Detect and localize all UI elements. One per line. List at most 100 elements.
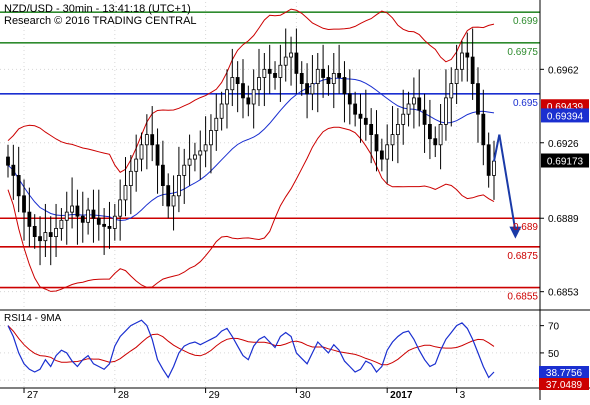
candle-body	[43, 232, 48, 242]
candle-body	[444, 97, 448, 125]
candle-body	[230, 77, 235, 91]
candle-body	[476, 83, 480, 115]
forecast-arrow-head	[509, 226, 522, 239]
candle-body	[160, 164, 165, 186]
candle-body	[262, 68, 267, 78]
candle-body	[134, 158, 139, 172]
candle-body	[128, 170, 133, 187]
price-tick-label: 0.6962	[548, 65, 579, 76]
rsi-tick-label: 50	[548, 349, 560, 360]
level-label: 0.689	[513, 222, 538, 233]
candle-body	[171, 195, 176, 207]
candle-body	[177, 174, 181, 197]
forecast-line	[493, 134, 501, 162]
candle-body	[379, 150, 384, 160]
forecast-arrow-shaft	[498, 134, 517, 231]
candle-body	[395, 124, 400, 136]
candle-body	[347, 93, 352, 105]
chart-copyright: Research © 2016 TRADING CENTRAL	[4, 15, 197, 27]
candle-body	[433, 138, 438, 146]
candle-body	[321, 68, 325, 78]
candle-body	[246, 97, 251, 105]
candle-body	[209, 130, 213, 146]
price-tick-label: 0.6853	[548, 288, 579, 299]
candle-body	[155, 144, 160, 166]
candle-body	[123, 185, 128, 201]
candle-body	[139, 144, 144, 160]
candle-body	[358, 113, 363, 119]
candle-body	[299, 73, 304, 85]
candle-body	[257, 77, 261, 91]
candle-body	[454, 68, 459, 84]
candle-body	[86, 209, 91, 223]
price-badge-label: 0.69394	[547, 111, 584, 122]
candle-body	[369, 124, 374, 136]
candle-body	[422, 109, 427, 125]
candle-body	[11, 164, 16, 176]
candle-body	[112, 215, 117, 229]
time-tick-label: 29	[209, 390, 221, 400]
candle-body	[428, 124, 432, 140]
candle-body	[219, 103, 224, 119]
candle-body	[118, 199, 123, 217]
price-badge-label: 0.69439	[547, 102, 584, 113]
candle-body	[481, 113, 486, 146]
candle-body	[310, 83, 315, 95]
candle-body	[411, 97, 416, 105]
candle-body	[278, 64, 283, 78]
level-label: 0.695	[513, 98, 538, 109]
candle-body	[390, 134, 395, 146]
candle-body	[283, 56, 288, 66]
candle-body	[449, 83, 454, 99]
rsi-title: RSI14 - 9MA	[4, 313, 62, 324]
candle-body	[438, 124, 443, 146]
candle-body	[235, 77, 240, 85]
price-badge	[541, 108, 589, 123]
candle-body	[70, 205, 74, 213]
price-badge	[541, 153, 589, 168]
candle-body	[150, 134, 155, 146]
candle-body	[273, 73, 277, 78]
candle-body	[193, 154, 197, 160]
price-tick-label: 0.6926	[548, 139, 579, 150]
candle-body	[470, 56, 475, 85]
candle-body	[251, 89, 256, 105]
candle-body	[385, 144, 390, 160]
candle-body	[22, 195, 26, 213]
candle-body	[241, 83, 245, 99]
time-tick-label: 28	[118, 390, 130, 400]
candle-body	[289, 52, 293, 58]
candle-body	[75, 205, 80, 217]
bollinger-upper	[7, 8, 495, 173]
candle-body	[27, 211, 32, 227]
candle-body	[182, 164, 187, 176]
candle-body	[59, 219, 64, 229]
candle-body	[203, 144, 208, 152]
candle-body	[166, 185, 171, 207]
level-label: 0.6875	[507, 251, 538, 262]
level-label: 0.6975	[507, 47, 538, 58]
candle-body	[465, 52, 470, 58]
rsi-badge	[539, 366, 589, 378]
candle-body	[80, 215, 85, 223]
candle-body	[305, 83, 309, 95]
candle-body	[401, 113, 406, 125]
candle-body	[102, 223, 107, 227]
time-tick-label: 27	[27, 390, 39, 400]
candle-body	[460, 52, 464, 70]
candle-body	[326, 77, 331, 85]
candle-body	[337, 73, 342, 78]
candle-body	[48, 232, 53, 238]
level-label: 0.6855	[507, 292, 538, 303]
level-label: 0.699	[513, 16, 538, 27]
price-badge-label: 0.69173	[547, 157, 584, 168]
candle-body	[342, 77, 347, 95]
candle-body	[6, 156, 10, 166]
time-tick-label: 30	[299, 390, 311, 400]
candle-body	[187, 158, 192, 166]
candle-body	[64, 211, 69, 221]
rsi-tick-label: 70	[548, 322, 560, 333]
candle-body	[16, 174, 21, 197]
